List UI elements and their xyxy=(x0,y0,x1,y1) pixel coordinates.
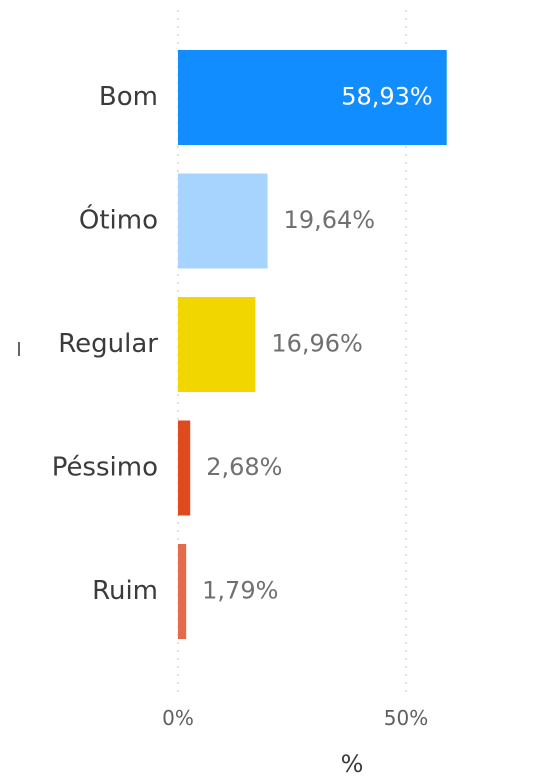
bar-pessimo[interactable] xyxy=(178,420,191,516)
x-axis-ticks: 0% 50% xyxy=(162,706,428,730)
category-label-ruim: Ruim xyxy=(92,576,158,606)
category-label-bom: Bom xyxy=(99,82,158,112)
labels: Bom 58,93% Ótimo 19,64% Regular 16,96% Péssimo… xyxy=(52,82,433,606)
bar-regular[interactable] xyxy=(178,297,256,392)
x-tick-label: 0% xyxy=(162,706,194,730)
data-label-regular: 16,96% xyxy=(271,330,363,358)
category-label-pessimo: Péssimo xyxy=(52,453,158,483)
category-label-regular: Regular xyxy=(58,329,158,359)
category-label-otimo: Ótimo xyxy=(79,204,158,236)
bars xyxy=(178,50,447,639)
data-label-bom: 58,93% xyxy=(341,83,433,111)
data-label-pessimo: 2,68% xyxy=(206,453,282,481)
x-tick-label: 50% xyxy=(384,706,428,730)
bar-bom[interactable] xyxy=(178,50,447,145)
x-axis-title: % xyxy=(341,750,364,778)
data-label-ruim: 1,79% xyxy=(202,577,278,605)
data-label-otimo: 19,64% xyxy=(284,206,376,234)
bar-otimo[interactable] xyxy=(178,173,268,269)
bar-ruim[interactable] xyxy=(178,544,187,639)
